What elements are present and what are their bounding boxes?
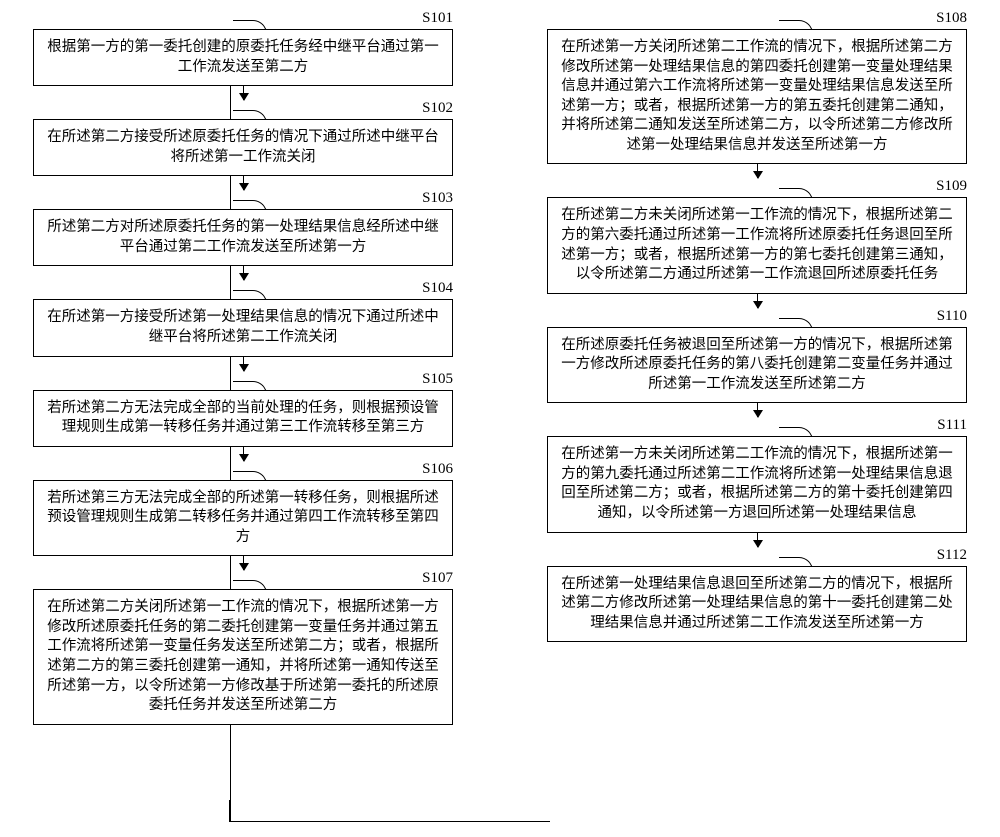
step-label: S111 bbox=[547, 417, 967, 434]
node-s104: 在所述第一方接受所述第一处理结果信息的情况下通过所述中继平台将所述第二工作流关闭 bbox=[33, 299, 453, 356]
arrow-icon bbox=[243, 86, 244, 100]
left-column: S101 根据第一方的第一委托创建的原委托任务经中继平台通过第一工作流发送至第二… bbox=[18, 10, 500, 819]
arrow-icon bbox=[757, 533, 758, 547]
node-s103: 所述第二方对所述原委托任务的第一处理结果信息经所述中继平台通过第二工作流发送至所… bbox=[33, 209, 453, 266]
node-s105: 若所述第二方无法完成全部的当前处理的任务，则根据预设管理规则生成第一转移任务并通… bbox=[33, 390, 453, 447]
arrow-icon bbox=[243, 176, 244, 190]
step-label: S105 bbox=[33, 371, 453, 388]
label-text: S104 bbox=[422, 280, 453, 296]
step-label: S107 bbox=[33, 570, 453, 587]
arrow-icon bbox=[757, 164, 758, 178]
label-text: S111 bbox=[937, 417, 967, 433]
cross-connector-drop bbox=[229, 800, 230, 822]
label-text: S105 bbox=[422, 371, 453, 387]
label-text: S107 bbox=[422, 570, 453, 586]
right-column: S108 在所述第一方关闭所述第二工作流的情况下，根据所述第二方修改所述第一处理… bbox=[500, 10, 982, 819]
step-label: S110 bbox=[547, 308, 967, 325]
node-s102: 在所述第二方接受所述原委托任务的情况下通过所述中继平台将所述第一工作流关闭 bbox=[33, 119, 453, 176]
label-text: S101 bbox=[422, 10, 453, 26]
arrow-icon bbox=[243, 447, 244, 461]
step-label: S112 bbox=[547, 547, 967, 564]
node-s106: 若所述第三方无法完成全部的所述第一转移任务，则根据所述预设管理规则生成第二转移任… bbox=[33, 480, 453, 557]
node-s108: 在所述第一方关闭所述第二工作流的情况下，根据所述第二方修改所述第一处理结果信息的… bbox=[547, 29, 967, 164]
step-label: S109 bbox=[547, 178, 967, 195]
step-label: S101 bbox=[33, 10, 453, 27]
arrow-icon bbox=[757, 294, 758, 308]
label-text: S110 bbox=[937, 308, 967, 324]
label-text: S112 bbox=[937, 547, 967, 563]
step-label: S104 bbox=[33, 280, 453, 297]
label-text: S109 bbox=[936, 178, 967, 194]
node-s107: 在所述第二方关闭所述第一工作流的情况下，根据所述第一方修改所述原委托任务的第二委… bbox=[33, 589, 453, 724]
node-s101: 根据第一方的第一委托创建的原委托任务经中继平台通过第一工作流发送至第二方 bbox=[33, 29, 453, 86]
step-label: S108 bbox=[547, 10, 967, 27]
label-text: S106 bbox=[422, 461, 453, 477]
step-label: S102 bbox=[33, 100, 453, 117]
node-s109: 在所述第二方未关闭所述第一工作流的情况下，根据所述第二方的第六委托通过所述第一工… bbox=[547, 197, 967, 293]
step-label: S106 bbox=[33, 461, 453, 478]
label-text: S103 bbox=[422, 190, 453, 206]
node-s112: 在所述第一处理结果信息退回至所述第二方的情况下，根据所述第二方修改所述第一处理结… bbox=[547, 566, 967, 643]
arrow-icon bbox=[243, 357, 244, 371]
arrow-icon bbox=[243, 266, 244, 280]
flowchart: S101 根据第一方的第一委托创建的原委托任务经中继平台通过第一工作流发送至第二… bbox=[0, 0, 1000, 837]
arrow-icon bbox=[757, 403, 758, 417]
node-s110: 在所述原委托任务被退回至所述第一方的情况下，根据所述第一方修改所述原委托任务的第… bbox=[547, 327, 967, 404]
step-label: S103 bbox=[33, 190, 453, 207]
label-text: S102 bbox=[422, 100, 453, 116]
arrow-icon bbox=[243, 556, 244, 570]
node-s111: 在所述第一方未关闭所述第二工作流的情况下，根据所述第一方的第九委托通过所述第二工… bbox=[547, 436, 967, 532]
label-text: S108 bbox=[936, 10, 967, 26]
